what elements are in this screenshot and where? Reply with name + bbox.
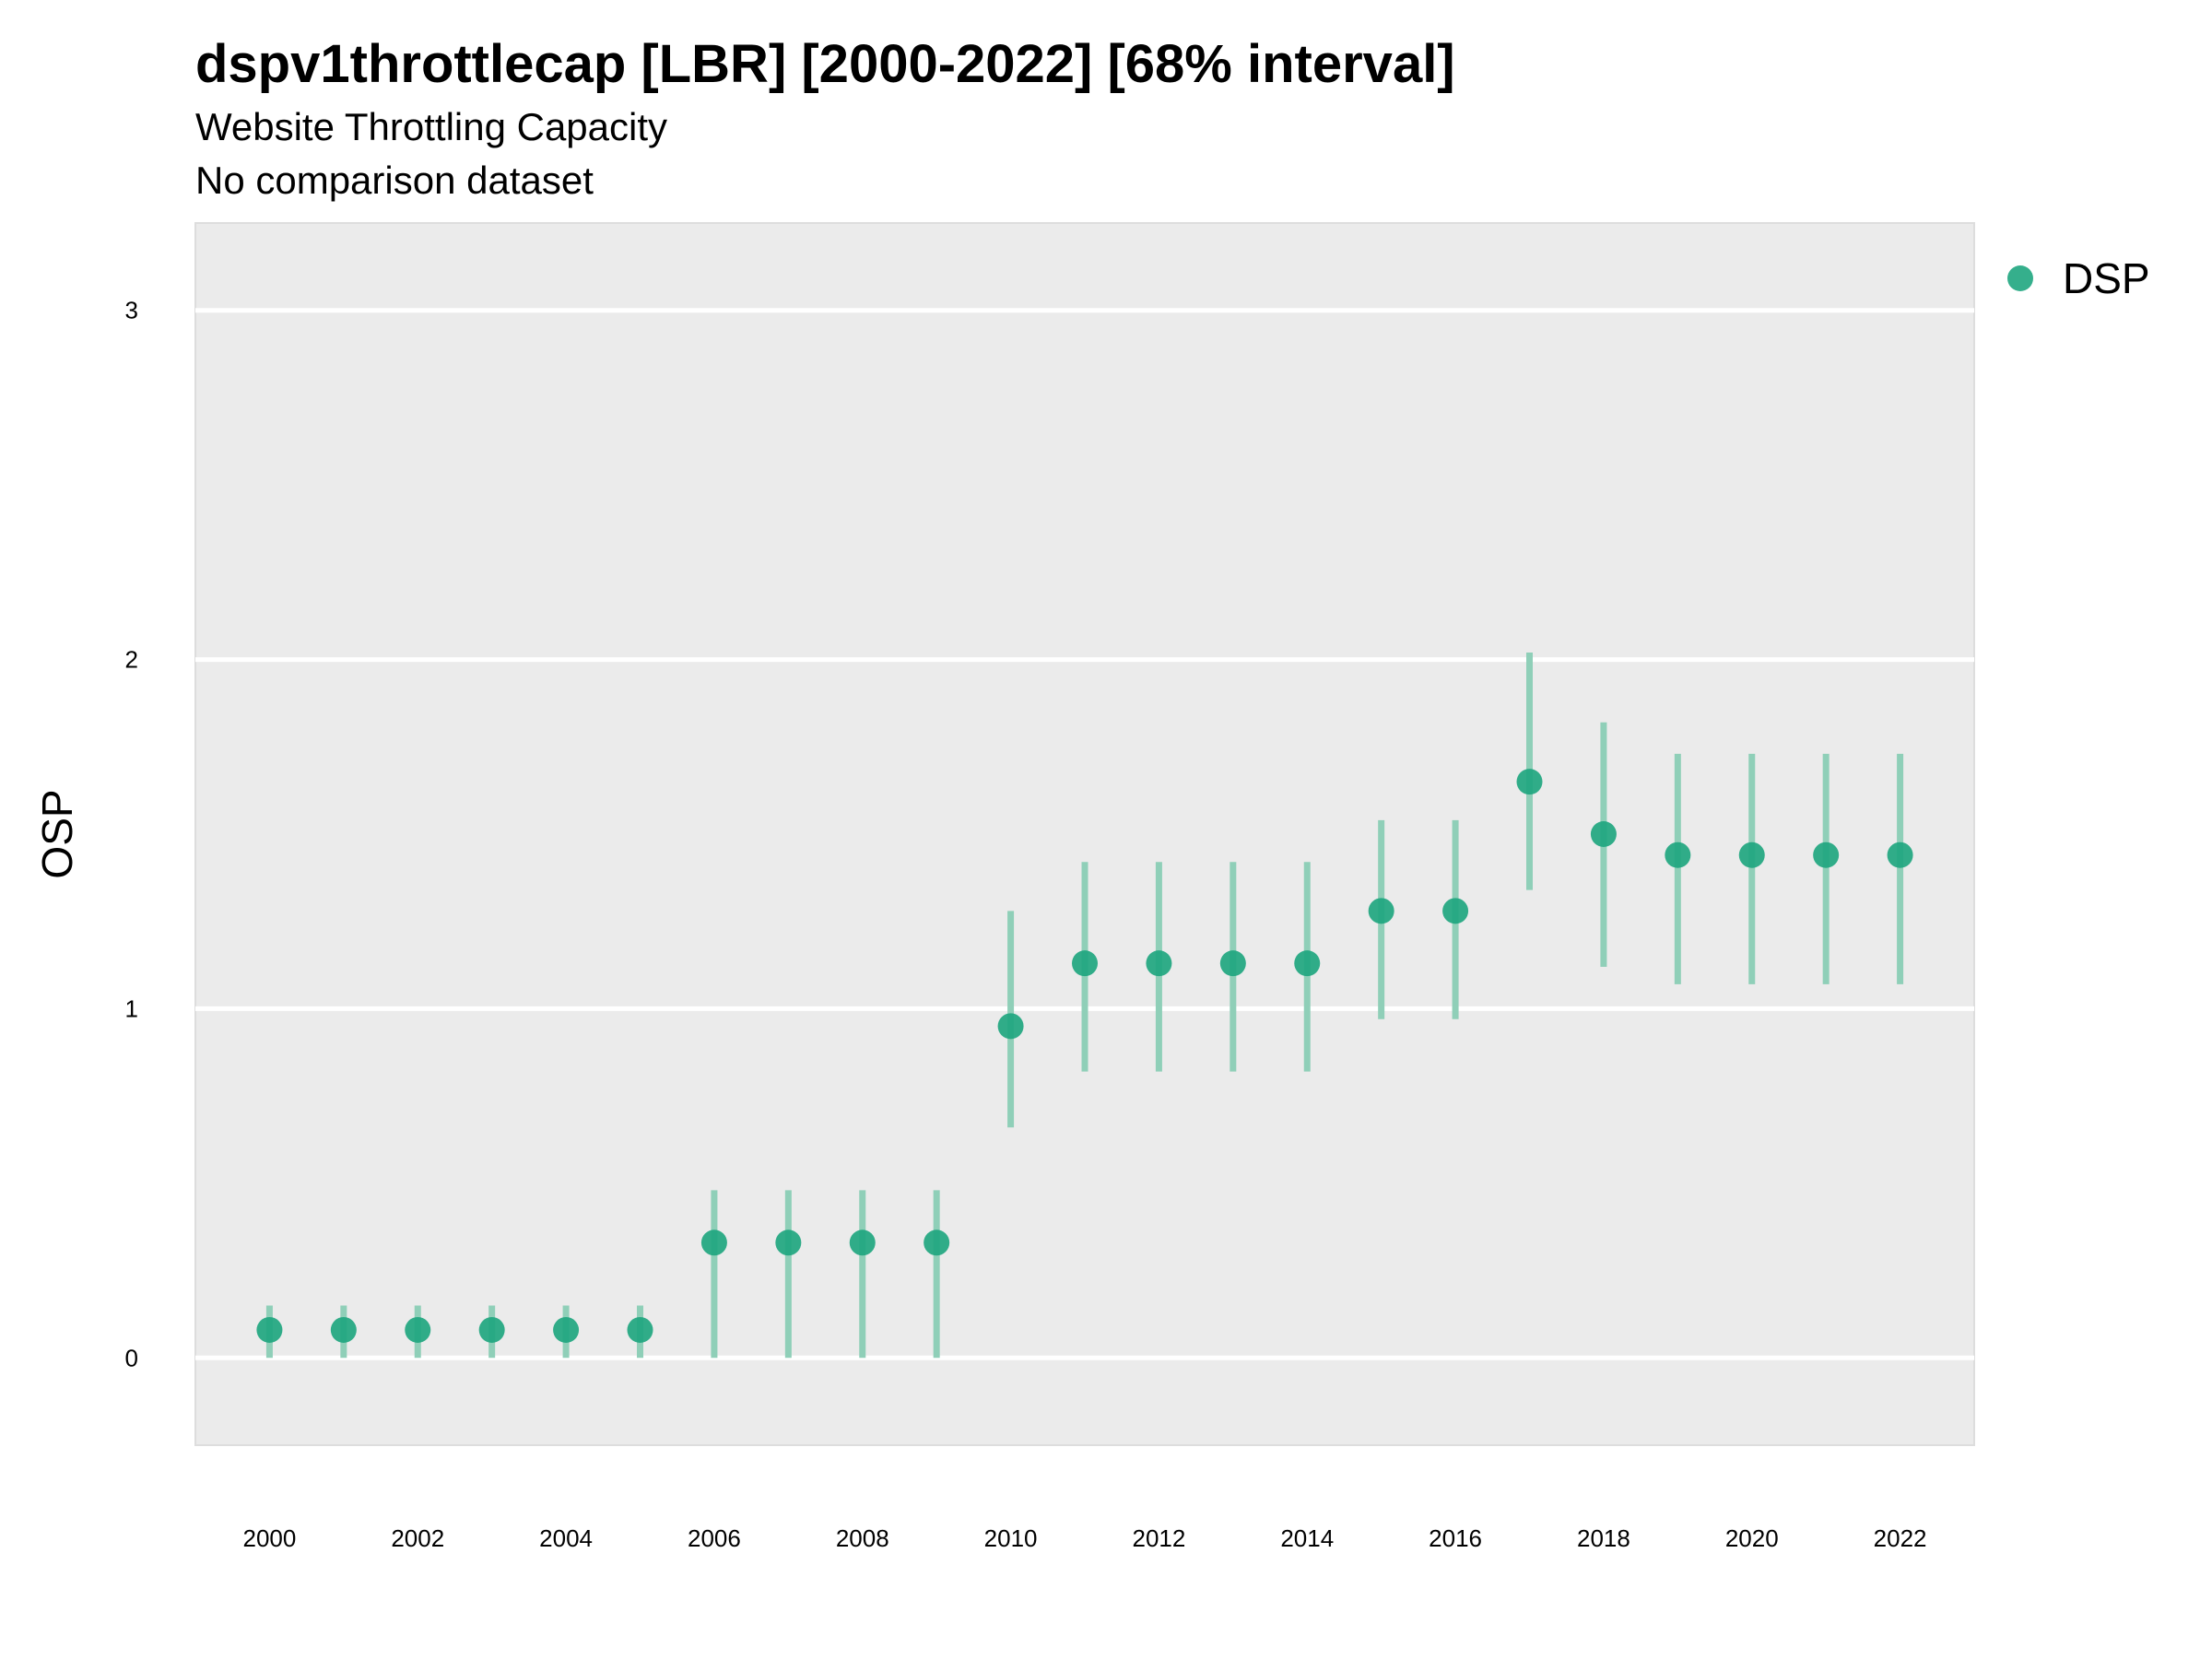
data-point-2001: [330, 1316, 357, 1343]
x-tick-label-2008: 2008: [836, 1524, 889, 1552]
legend-label-dsp: DSP: [2063, 254, 2150, 302]
data-point-2010: [997, 1013, 1024, 1040]
x-tick-label-2016: 2016: [1429, 1524, 1482, 1552]
y-axis-ticks: 0 1 2 3: [125, 297, 138, 1372]
legend: DSP: [2007, 254, 2150, 302]
data-point-2011: [1072, 950, 1098, 977]
x-axis-ticks: 2000 2002 2004 2006 2008 2010 2012 2014 2016 2018…: [242, 1524, 1926, 1552]
data-points: [256, 769, 1913, 1343]
data-point-2020: [1738, 841, 1765, 868]
x-tick-label-2004: 2004: [539, 1524, 593, 1552]
plot-panel: [194, 222, 1975, 1446]
legend-key-dsp: [2007, 265, 2033, 291]
data-point-2019: [1665, 841, 1691, 868]
x-tick-label-2006: 2006: [688, 1524, 741, 1552]
data-point-2017: [1516, 769, 1543, 795]
data-point-2005: [627, 1316, 653, 1343]
y-tick-label-0: 0: [125, 1344, 138, 1371]
y-axis-title: OSP: [33, 789, 81, 878]
data-point-2002: [405, 1316, 431, 1343]
x-tick-label-2022: 2022: [1874, 1524, 1927, 1552]
data-point-2009: [924, 1230, 950, 1256]
x-tick-label-2002: 2002: [391, 1524, 444, 1552]
x-tick-label-2018: 2018: [1577, 1524, 1630, 1552]
chart-note: No comparison dataset: [195, 159, 594, 202]
data-point-2018: [1590, 821, 1617, 847]
chart-title: dspv1throttlecap [LBR] [2000-2022] [68% …: [195, 34, 1455, 94]
x-tick-label-2014: 2014: [1280, 1524, 1334, 1552]
data-point-2004: [553, 1316, 580, 1343]
data-point-2007: [775, 1230, 802, 1256]
y-tick-label-3: 3: [125, 297, 138, 324]
x-tick-label-2010: 2010: [984, 1524, 1038, 1552]
data-point-2012: [1146, 950, 1172, 977]
data-point-2013: [1219, 950, 1246, 977]
data-point-2015: [1368, 898, 1394, 924]
data-point-2006: [700, 1230, 727, 1256]
x-tick-label-2012: 2012: [1132, 1524, 1185, 1552]
data-point-2014: [1294, 950, 1321, 977]
data-point-2022: [1887, 841, 1913, 868]
chart-subtitle: Website Throttling Capacity: [195, 105, 668, 148]
y-tick-label-2: 2: [125, 646, 138, 674]
data-point-2016: [1442, 898, 1469, 924]
data-point-2003: [478, 1316, 505, 1343]
y-tick-label-1: 1: [125, 994, 138, 1022]
data-point-2008: [849, 1230, 876, 1256]
x-tick-label-2020: 2020: [1725, 1524, 1779, 1552]
data-point-2021: [1813, 841, 1840, 868]
x-tick-label-2000: 2000: [242, 1524, 296, 1552]
data-point-2000: [256, 1316, 283, 1343]
